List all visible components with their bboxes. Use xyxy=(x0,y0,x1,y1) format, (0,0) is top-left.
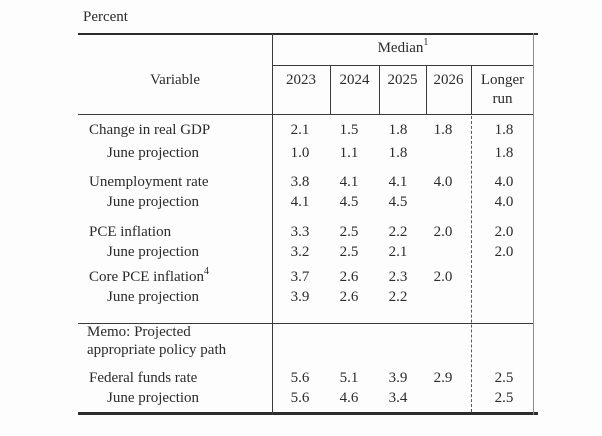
cell-2023: 3.2 xyxy=(290,244,310,260)
row-label: Core PCE inflation4 xyxy=(89,266,209,286)
cell-2023: 5.6 xyxy=(290,390,310,406)
row-label: June projection xyxy=(107,194,200,210)
memo-separator xyxy=(78,323,534,324)
cell-2025: 3.9 xyxy=(388,370,408,386)
table-row: PCE inflation 3.3 2.5 2.2 2.0 2.0 xyxy=(0,223,602,241)
memo-line-1: Memo: Projected xyxy=(87,324,191,340)
cell-2026: 2.0 xyxy=(433,269,453,285)
cell-longer-run: 2.5 xyxy=(494,390,514,406)
cell-2023: 3.9 xyxy=(290,289,310,305)
row-label: Federal funds rate xyxy=(89,370,198,386)
cell-2024: 2.6 xyxy=(339,269,359,285)
median-footnote-marker: 1 xyxy=(423,37,429,48)
cell-2026: 1.8 xyxy=(433,122,453,138)
cell-2025: 4.5 xyxy=(388,194,408,210)
median-underline xyxy=(272,65,534,66)
table-row: June projection 4.1 4.5 4.5 4.0 xyxy=(0,193,602,211)
table-row: June projection 1.0 1.1 1.8 1.8 xyxy=(0,144,602,162)
table-row: Federal funds rate 5.6 5.1 3.9 2.9 2.5 xyxy=(0,369,602,387)
median-label: Median xyxy=(377,40,424,56)
cell-2023: 4.1 xyxy=(290,194,310,210)
median-column-header: Median1 xyxy=(272,37,534,57)
cell-longer-run: 2.5 xyxy=(494,370,514,386)
row-label: June projection xyxy=(107,390,200,406)
table-row: Unemployment rate 3.8 4.1 4.1 4.0 4.0 xyxy=(0,173,602,191)
row-label: June projection xyxy=(107,289,200,305)
cell-longer-run: 4.0 xyxy=(494,174,514,190)
table-row: June projection 5.6 4.6 3.4 2.5 xyxy=(0,389,602,407)
row-label: June projection xyxy=(107,244,200,260)
cell-2024: 2.5 xyxy=(339,224,359,240)
cell-2025: 2.2 xyxy=(388,224,408,240)
cell-2025: 3.4 xyxy=(388,390,408,406)
table-row: June projection 3.9 2.6 2.2 xyxy=(0,288,602,306)
cell-2023: 2.1 xyxy=(290,122,310,138)
cell-2024: 1.5 xyxy=(339,122,359,138)
cell-2024: 5.1 xyxy=(339,370,359,386)
cell-2024: 4.6 xyxy=(339,390,359,406)
cell-2025: 4.1 xyxy=(388,174,408,190)
cell-2025: 2.3 xyxy=(388,269,408,285)
variable-column-divider xyxy=(272,33,273,415)
cell-longer-run: 1.8 xyxy=(494,122,514,138)
table-top-border xyxy=(78,33,538,35)
longer-run-dashed-divider xyxy=(471,116,472,412)
year-header-2024: 2024 xyxy=(339,72,370,88)
cell-2025: 1.8 xyxy=(388,122,408,138)
memo-line-2: appropriate policy path xyxy=(87,342,227,358)
year-header-2023: 2023 xyxy=(286,72,316,88)
cell-2023: 3.3 xyxy=(290,224,310,240)
table-bottom-border xyxy=(78,412,538,415)
cell-2025: 1.8 xyxy=(388,145,408,161)
table-right-border xyxy=(533,33,534,415)
year-divider-2025-2026 xyxy=(426,65,427,114)
cell-2026: 2.0 xyxy=(433,224,453,240)
table-row: Core PCE inflation4 3.7 2.6 2.3 2.0 xyxy=(0,266,602,286)
cell-2023: 3.7 xyxy=(290,269,310,285)
cell-2024: 4.1 xyxy=(339,174,359,190)
cell-2026: 4.0 xyxy=(433,174,453,190)
cell-longer-run: 1.8 xyxy=(494,145,514,161)
year-header-2026: 2026 xyxy=(433,72,464,88)
table-row: Change in real GDP 2.1 1.5 1.8 1.8 1.8 xyxy=(0,121,602,139)
cell-2024: 2.5 xyxy=(339,244,359,260)
cell-2023: 1.0 xyxy=(290,145,310,161)
cell-2025: 2.1 xyxy=(388,244,408,260)
row-label: Unemployment rate xyxy=(89,174,209,190)
row-label: June projection xyxy=(107,145,200,161)
cell-longer-run: 2.0 xyxy=(494,244,514,260)
percent-label: Percent xyxy=(83,9,128,25)
year-header-2025: 2025 xyxy=(387,72,418,88)
cell-longer-run: 2.0 xyxy=(494,224,514,240)
row-label: PCE inflation xyxy=(89,224,172,240)
header-bottom-border xyxy=(78,114,534,115)
cell-2023: 3.8 xyxy=(290,174,310,190)
year-divider-2024-2025 xyxy=(379,65,380,114)
cell-2025: 2.2 xyxy=(388,289,408,305)
longer-run-header: Longer run xyxy=(480,72,525,107)
year-divider-2023-2024 xyxy=(330,65,331,114)
cell-2024: 4.5 xyxy=(339,194,359,210)
cell-2024: 1.1 xyxy=(339,145,359,161)
row-label: Change in real GDP xyxy=(89,122,211,138)
variable-column-header: Variable xyxy=(150,72,200,88)
cell-2023: 5.6 xyxy=(290,370,310,386)
table-row: June projection 3.2 2.5 2.1 2.0 xyxy=(0,243,602,261)
cell-longer-run: 4.0 xyxy=(494,194,514,210)
cell-2026: 2.9 xyxy=(433,370,453,386)
cell-2024: 2.6 xyxy=(339,289,359,305)
longer-run-divider-header xyxy=(471,65,472,114)
